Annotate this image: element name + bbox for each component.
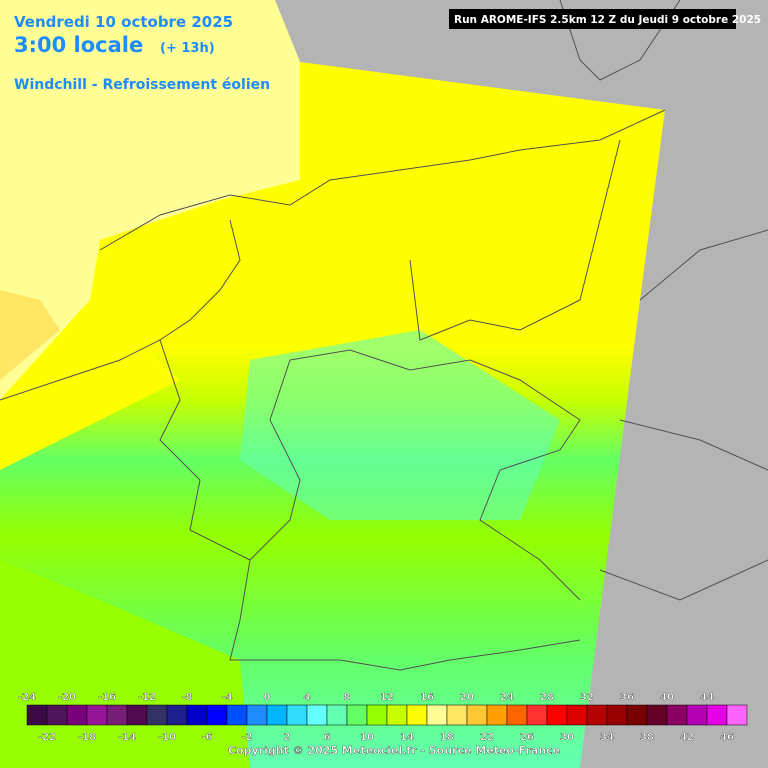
cool-area: [240, 330, 560, 520]
run-info: Run AROME-IFS 2.5km 12 Z du Jeudi 9 octo…: [454, 14, 761, 26]
date: Vendredi 10 octobre 2025: [14, 13, 233, 31]
sea-area: [0, 0, 300, 400]
legend-label: 16: [420, 692, 434, 703]
legend-label: -18: [78, 732, 96, 743]
parameter: Windchill - Refroissement éolien: [14, 77, 270, 93]
legend-label: -24: [18, 692, 36, 703]
legend-label: 12: [380, 692, 394, 703]
color-cell: [466, 704, 488, 726]
color-cell: [26, 704, 48, 726]
color-cell: [406, 704, 428, 726]
legend-label: 6: [324, 732, 331, 743]
legend-label: -14: [118, 732, 136, 743]
legend-label: 42: [680, 732, 694, 743]
color-cell: [686, 704, 708, 726]
legend-label: -16: [98, 692, 116, 703]
legend-label: 24: [500, 692, 514, 703]
color-cell: [226, 704, 248, 726]
legend-label: 4: [304, 692, 311, 703]
legend-label: 8: [344, 692, 351, 703]
legend-label: 34: [600, 732, 614, 743]
color-cell: [346, 704, 368, 726]
forecast-offset: (+ 13h): [160, 41, 215, 56]
color-cell: [366, 704, 388, 726]
color-cell: [666, 704, 688, 726]
color-cell: [146, 704, 168, 726]
legend-label: 44: [700, 692, 714, 703]
color-cell: [526, 704, 548, 726]
legend-label: 18: [440, 732, 454, 743]
legend-label: 22: [480, 732, 494, 743]
legend-label: 46: [720, 732, 734, 743]
legend-label: 28: [540, 692, 554, 703]
legend-label: -2: [241, 732, 252, 743]
color-cell: [386, 704, 408, 726]
sea-warm-patch: [0, 290, 60, 380]
color-cell: [446, 704, 468, 726]
color-cell: [206, 704, 228, 726]
color-cell: [566, 704, 588, 726]
color-cell: [646, 704, 668, 726]
color-cell: [46, 704, 68, 726]
color-cell: [126, 704, 148, 726]
color-cell: [486, 704, 508, 726]
color-cell: [726, 704, 748, 726]
colorbar: -24-22-20-18-16-14-12-10-8-6-4-202468101…: [18, 692, 748, 743]
legend-label: 2: [284, 732, 291, 743]
color-cell: [506, 704, 528, 726]
color-cell: [626, 704, 648, 726]
legend-label: 38: [640, 732, 654, 743]
color-cell: [546, 704, 568, 726]
legend-label: 26: [520, 732, 534, 743]
legend-label: 40: [660, 692, 674, 703]
borders: [0, 0, 768, 671]
run-box: [449, 9, 736, 29]
legend-label: -12: [138, 692, 156, 703]
legend-label: -20: [58, 692, 76, 703]
color-cell: [586, 704, 608, 726]
color-cell: [426, 704, 448, 726]
legend-label: -10: [158, 732, 176, 743]
legend-label: 36: [620, 692, 634, 703]
color-cell: [86, 704, 108, 726]
color-cell: [706, 704, 728, 726]
legend-label: -4: [221, 692, 232, 703]
color-cell: [66, 704, 88, 726]
color-cell: [306, 704, 328, 726]
color-cell: [246, 704, 268, 726]
local-time: 3:00 locale: [14, 33, 143, 57]
color-cell: [186, 704, 208, 726]
color-cell: [606, 704, 628, 726]
legend-label: -6: [201, 732, 212, 743]
legend-label: 10: [360, 732, 374, 743]
coast-band: [0, 300, 180, 470]
color-cell: [286, 704, 308, 726]
legend-label: 30: [560, 732, 574, 743]
legend-label: 20: [460, 692, 474, 703]
color-cell: [106, 704, 128, 726]
legend-label: -22: [38, 732, 56, 743]
legend-label: -8: [181, 692, 192, 703]
legend-label: 32: [580, 692, 594, 703]
legend-label: 14: [400, 732, 414, 743]
color-cell: [166, 704, 188, 726]
color-cell: [266, 704, 288, 726]
copyright: Copyright © 2025 Meteociel.fr - Source M…: [228, 744, 560, 757]
legend-label: 0: [264, 692, 271, 703]
color-cell: [326, 704, 348, 726]
